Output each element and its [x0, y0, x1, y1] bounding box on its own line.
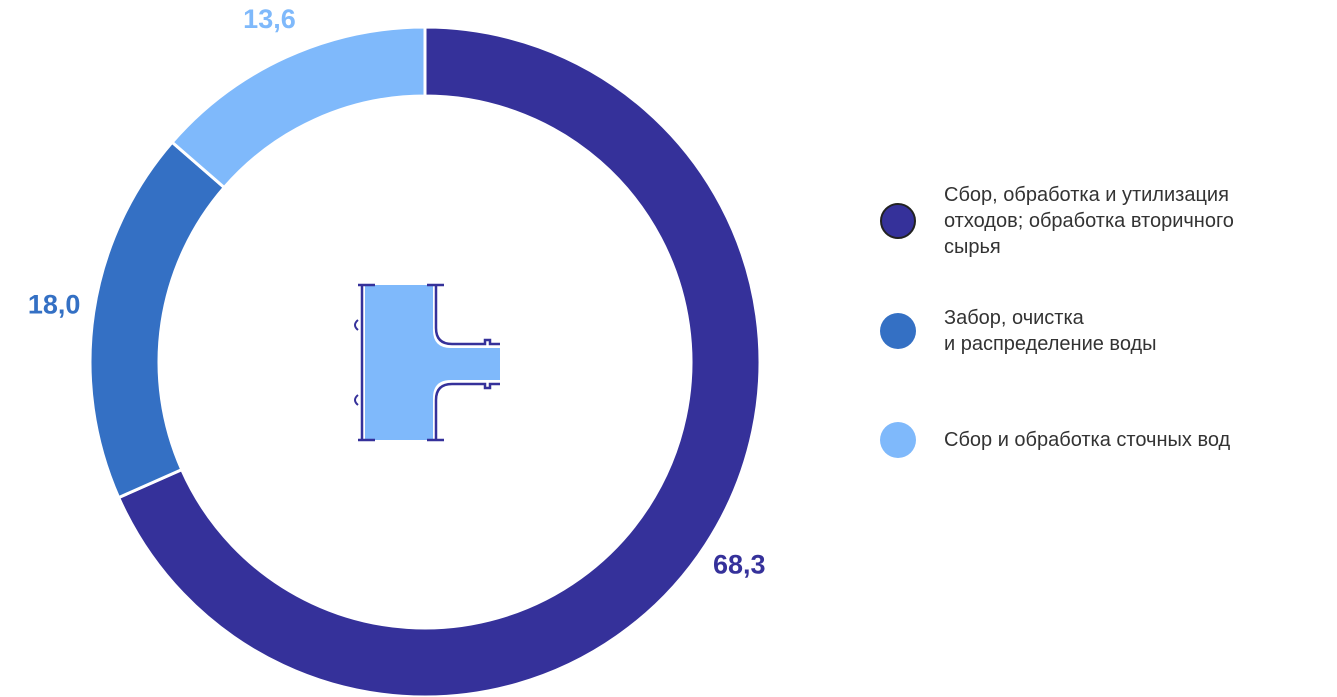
legend-marker: [880, 422, 916, 458]
center-icon: [354, 283, 500, 442]
legend-item: Сбор, обработка и утилизация отходов; об…: [880, 176, 1234, 266]
donut-slice: [88, 140, 227, 500]
donut-slice: [116, 25, 762, 697]
slices: [88, 25, 762, 697]
legend-item: Забор, очистка и распределение воды: [880, 301, 1157, 361]
value-label: 18,0: [28, 289, 81, 319]
legend: Сбор, обработка и утилизация отходов; об…: [880, 0, 1337, 697]
legend-item: Сбор и обработка сточных вод: [880, 420, 1230, 460]
legend-label: Забор, очистка и распределение воды: [944, 307, 1157, 355]
donut-slice: [170, 25, 427, 190]
value-label: 68,3: [713, 550, 766, 580]
legend-label: Сбор и обработка сточных вод: [944, 429, 1231, 451]
legend-marker: [880, 313, 916, 349]
value-label: 13,6: [243, 4, 296, 34]
legend-label: Сбор, обработка и утилизация отходов; об…: [944, 184, 1234, 258]
legend-marker: [880, 203, 916, 239]
